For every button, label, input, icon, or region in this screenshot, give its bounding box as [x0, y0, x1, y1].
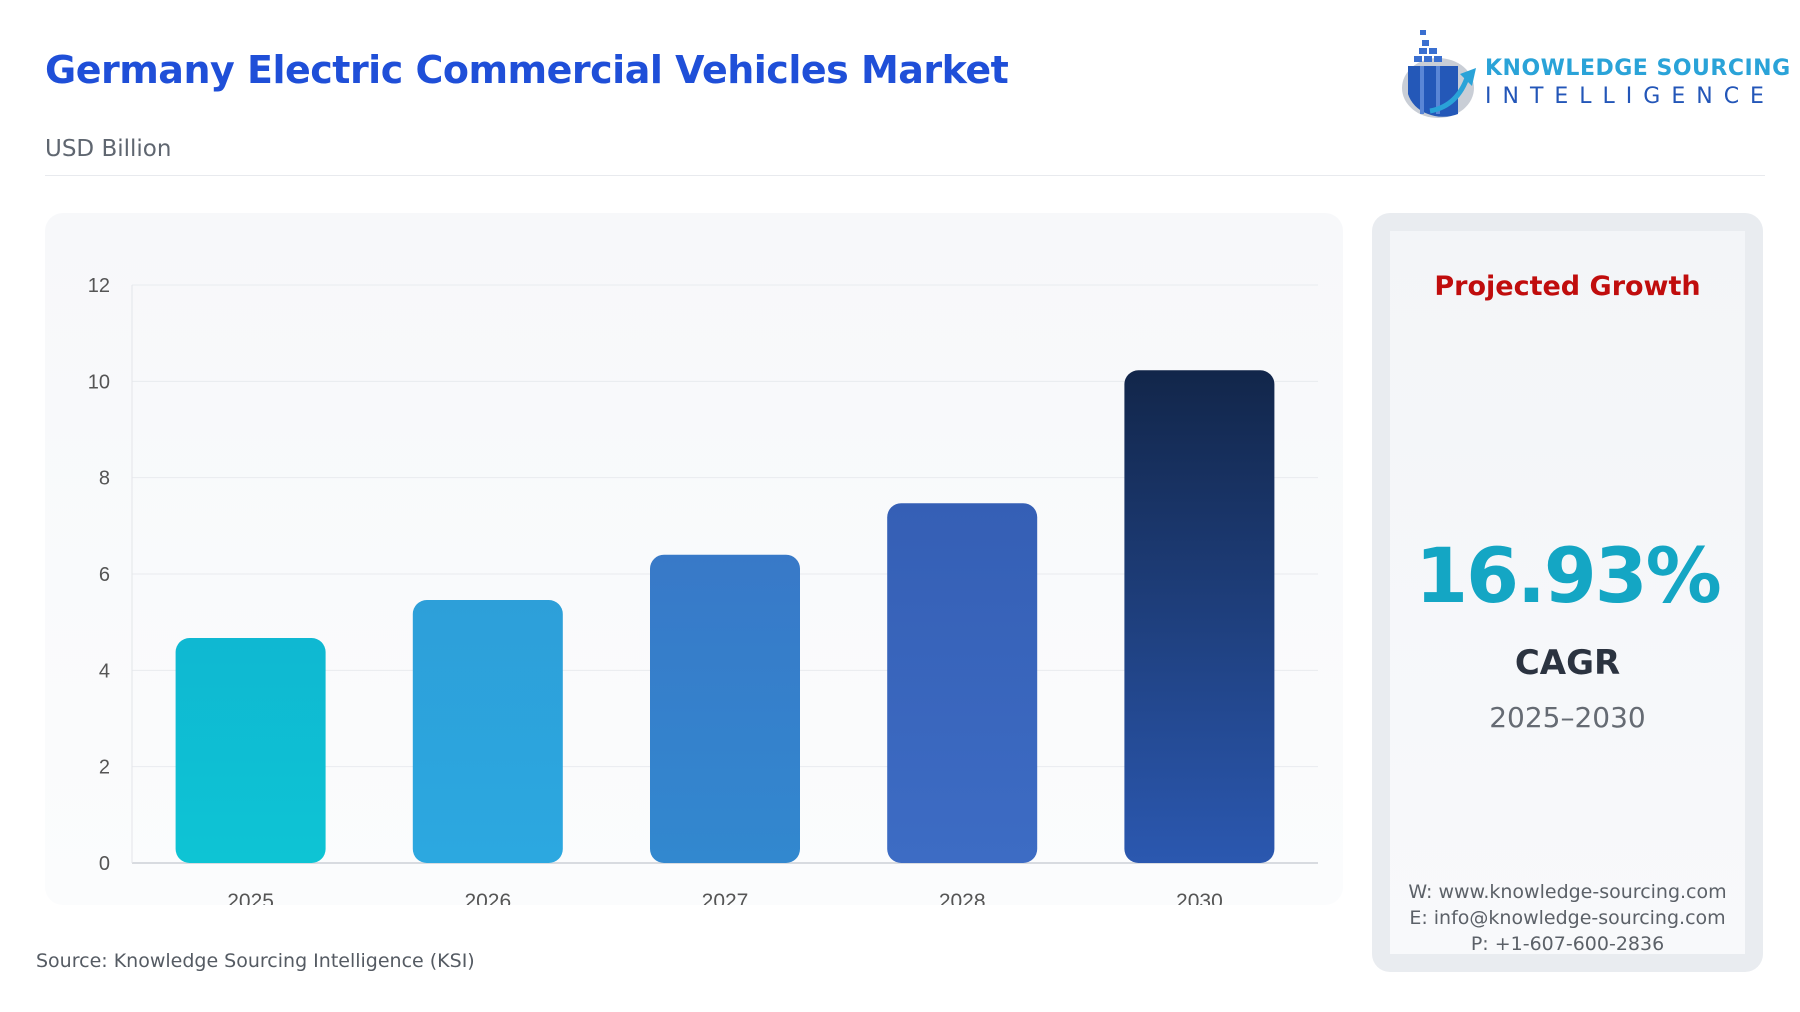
bar-2026 [412, 600, 563, 863]
x-tick-label: 2027 [702, 890, 749, 905]
company-logo: KNOWLEDGE SOURCING INTELLIGENCE [1400, 26, 1790, 121]
source-note: Source: Knowledge Sourcing Intelligence … [36, 950, 475, 972]
y-tick-label: 6 [99, 564, 110, 586]
contact-email: E: info@knowledge-sourcing.com [1409, 907, 1726, 929]
cagr-label: CAGR [1514, 643, 1621, 683]
bar-2027 [650, 554, 800, 863]
y-tick-label: 0 [99, 853, 110, 875]
contact-phone: P: +1-607-600-2836 [1470, 933, 1665, 955]
x-tick-label: 2025 [227, 890, 274, 905]
contact-website: W: www.knowledge-sourcing.com [1408, 881, 1727, 903]
y-tick-label: 10 [88, 371, 110, 393]
cagr-value: 16.93% [1415, 531, 1722, 620]
projected-growth-heading: Projected Growth [1434, 271, 1701, 302]
bar-2030 [1124, 370, 1275, 863]
bar-chart: 0 2 4 6 8 10 12 2025 2026 2027 2028 2030 [88, 275, 1318, 905]
y-tick-label: 2 [99, 757, 110, 779]
y-tick-label: 8 [99, 468, 110, 490]
x-tick-label: 2030 [1176, 890, 1223, 905]
bar-2025 [175, 638, 326, 863]
cagr-period: 2025–2030 [1489, 701, 1646, 734]
chart-card: 0 2 4 6 8 10 12 2025 2026 2027 2028 2030 [45, 213, 1343, 905]
y-tick-label: 12 [88, 275, 110, 297]
logo-icon [1402, 30, 1476, 118]
x-tick-label: 2026 [464, 890, 511, 905]
logo-text-line2: INTELLIGENCE [1485, 84, 1775, 109]
header-divider [45, 175, 1765, 176]
x-tick-label: 2028 [939, 890, 986, 905]
growth-panel: Projected Growth 16.93% CAGR 2025–2030 W… [1372, 213, 1763, 972]
y-tick-label: 4 [99, 660, 110, 682]
bar-2028 [887, 503, 1038, 863]
page-title: Germany Electric Commercial Vehicles Mar… [45, 48, 1009, 92]
logo-text-line1: KNOWLEDGE SOURCING [1485, 56, 1791, 81]
unit-subtitle: USD Billion [45, 136, 172, 162]
